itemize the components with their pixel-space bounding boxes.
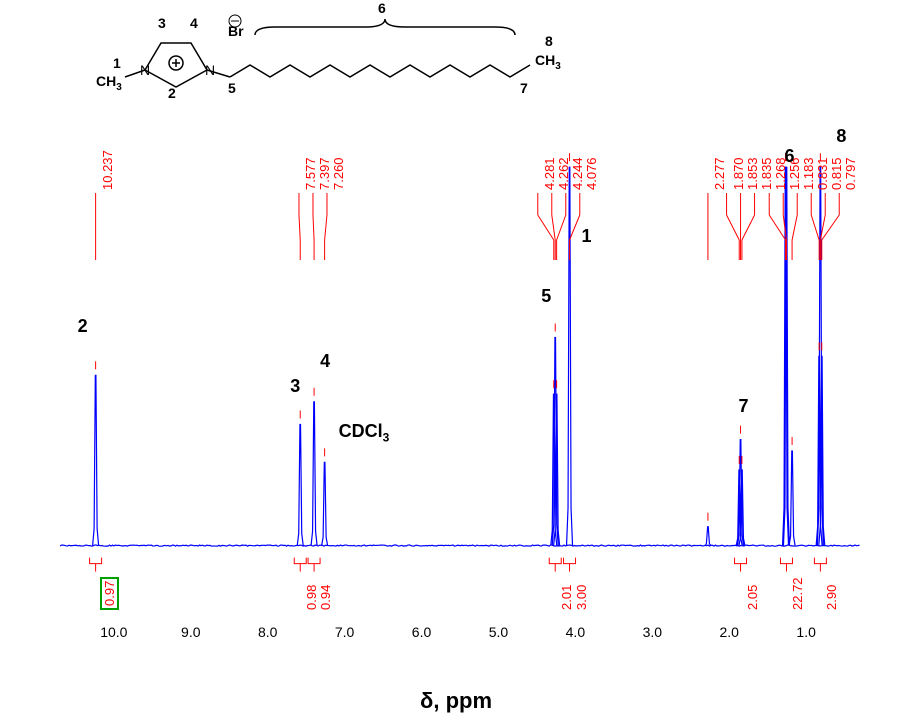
assignment-label: 2 (78, 316, 88, 337)
x-tick-label: 10.0 (100, 624, 127, 640)
mol-label-7: 7 (520, 80, 528, 96)
integral-value-label: 0.98 (304, 584, 319, 609)
mol-label-3: 3 (158, 15, 166, 31)
mol-label-6: 6 (378, 0, 386, 16)
integral-value-label: 3.00 (574, 584, 589, 609)
peak-value-label: 4.076 (584, 157, 599, 190)
peak-value-label: 4.244 (570, 157, 585, 190)
assignment-label: 5 (541, 286, 551, 307)
peak-value-label: 7.260 (331, 157, 346, 190)
assignment-label: 7 (739, 396, 749, 417)
peak-value-label: 4.281 (542, 157, 557, 190)
peak-value-label: 1.853 (745, 157, 760, 190)
integral-value-label: 2.05 (745, 584, 760, 609)
mol-label-5: 5 (228, 80, 236, 96)
assignment-label: 3 (290, 376, 300, 397)
x-axis-label: δ, ppm (420, 688, 492, 714)
peak-value-label: 2.277 (712, 157, 727, 190)
integral-value-label: 2.90 (824, 584, 839, 609)
mol-label-ch3-right: CH3 (535, 52, 561, 72)
x-tick-label: 7.0 (335, 624, 354, 640)
integral-value-label: 0.97 (100, 576, 119, 609)
peak-value-label: 0.797 (843, 157, 858, 190)
mol-label-2: 2 (168, 85, 176, 101)
assignment-label: 1 (582, 226, 592, 247)
x-tick-label: 9.0 (181, 624, 200, 640)
assignment-label: CDCl3 (339, 421, 390, 445)
peak-value-label: 4.262 (556, 157, 571, 190)
x-tick-label: 8.0 (258, 624, 277, 640)
assignment-label: 8 (836, 126, 846, 147)
peak-value-label: 10.237 (100, 150, 115, 190)
mol-label-br: Br (228, 23, 244, 39)
assignment-label: 6 (784, 146, 794, 167)
x-tick-label: 1.0 (796, 624, 815, 640)
peak-value-label: 7.397 (317, 157, 332, 190)
x-tick-label: 6.0 (412, 624, 431, 640)
x-tick-label: 4.0 (566, 624, 585, 640)
integral-value-label: 2.01 (559, 584, 574, 609)
mol-label-4: 4 (190, 15, 198, 31)
integral-value-label: 0.94 (318, 584, 333, 609)
integral-value-label: 22.72 (790, 577, 805, 610)
svg-text:N: N (205, 62, 215, 78)
x-tick-label: 5.0 (489, 624, 508, 640)
nmr-spectrum (60, 150, 860, 580)
peak-value-label: 1.870 (731, 157, 746, 190)
mol-label-ch3-left: CH3 (96, 73, 122, 93)
peak-value-label: 0.831 (815, 157, 830, 190)
peak-value-label: 1.835 (759, 157, 774, 190)
peak-value-label: 1.183 (801, 157, 816, 190)
assignment-label: 4 (320, 351, 330, 372)
peak-value-label: 7.577 (303, 157, 318, 190)
x-tick-label: 2.0 (719, 624, 738, 640)
mol-label-1: 1 (113, 55, 121, 71)
mol-label-8: 8 (545, 33, 553, 49)
peak-value-label: 0.815 (829, 157, 844, 190)
molecule-structure: N N (45, 5, 605, 115)
x-tick-label: 3.0 (643, 624, 662, 640)
svg-text:N: N (140, 62, 150, 78)
